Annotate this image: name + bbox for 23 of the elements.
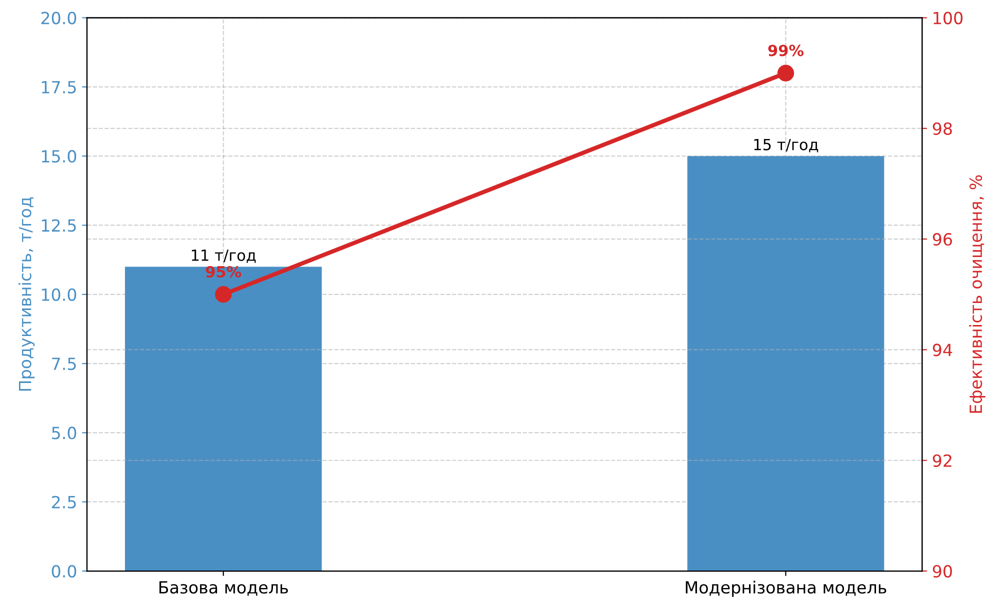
y-tick-label: 7.5 (52, 358, 76, 370)
x-tick-label: Модернізована модель (686, 580, 886, 597)
y-tick-label: 15.0 (42, 150, 76, 163)
y2-tick-label: 98 (932, 122, 952, 135)
data-label: 15 т/год (754, 138, 818, 152)
x-tick-label: Базова модель (159, 581, 288, 596)
y-tick-label: 12.5 (42, 219, 76, 232)
y-tick-label: 20.0 (41, 12, 76, 24)
y2-axis-title: Ефективність очищення, % (969, 175, 986, 413)
data-label: 99% (768, 44, 804, 56)
data-label: 95% (206, 266, 242, 278)
y-tick-label: 5.0 (52, 426, 76, 440)
y-tick-label: 0.0 (52, 564, 76, 578)
y-axis-title: Продуктивність, т/год (18, 197, 35, 391)
data-label: 11 т/год (192, 250, 256, 263)
y-tick-label: 10.0 (42, 288, 76, 301)
y-tick-label: 2.5 (52, 496, 76, 508)
y2-tick-label: 94 (932, 344, 952, 356)
y-tick-label: 17.5 (42, 81, 76, 94)
y2-tick-label: 96 (932, 233, 952, 246)
y2-tick-label: 100 (934, 12, 963, 24)
y2-tick-label: 90 (932, 564, 952, 578)
y2-tick-label: 92 (932, 454, 952, 467)
